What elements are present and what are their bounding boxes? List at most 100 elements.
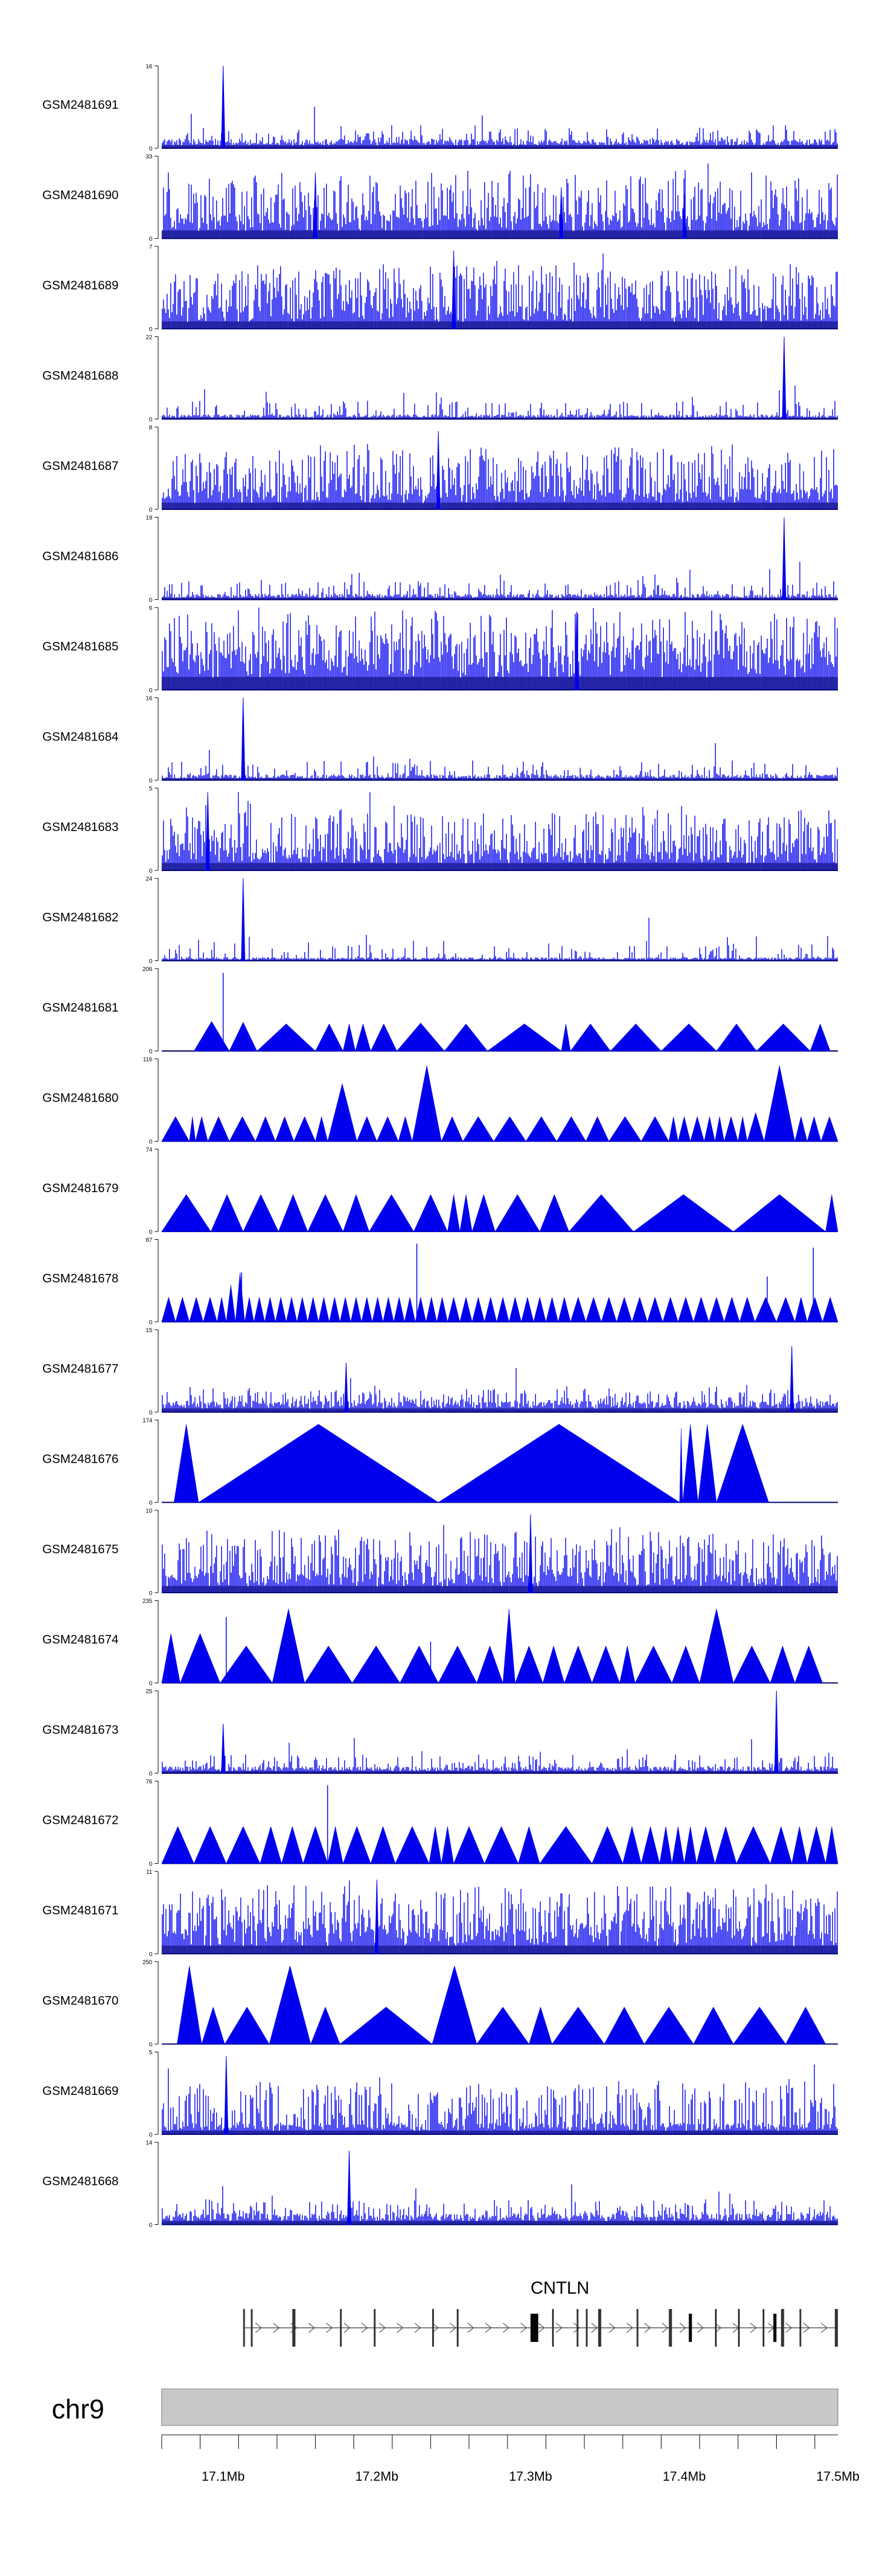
coverage-segment (484, 1826, 519, 1864)
chromosome-ideogram: chr9 (52, 2388, 838, 2426)
coverage-segment (315, 1116, 328, 1142)
signal-peak (241, 878, 246, 961)
coverage-segment (570, 1023, 611, 1052)
coverage-segment (496, 1297, 510, 1322)
coverage-segment (437, 1424, 680, 1503)
signal-base-band (162, 1771, 838, 1773)
coverage-segment (641, 1826, 660, 1864)
y-max-label: 87 (146, 1237, 153, 1244)
coverage-segment (785, 2006, 826, 2044)
y-max-label: 8 (149, 425, 152, 431)
gene-track: CNTLN (243, 2278, 838, 2347)
coverage-segment (426, 1297, 437, 1322)
y-zero-label: 0 (149, 959, 152, 965)
coverage-segment (296, 1297, 308, 1322)
strand-arrow (467, 2323, 475, 2333)
track-GSM2481669: GSM2481669 5 0 (42, 2050, 838, 2138)
strand-arrow (255, 2323, 262, 2333)
coverage-segment (756, 1023, 811, 1052)
y-zero-label: 0 (149, 1139, 152, 1146)
exon (781, 2309, 784, 2347)
exon (432, 2309, 434, 2347)
signal-bars (162, 106, 838, 148)
coverage-segment (226, 1826, 260, 1864)
track-GSM2481689: GSM2481689 7 0 (42, 244, 838, 333)
coverage-segment (495, 1194, 540, 1232)
track-label-GSM2481690: GSM2481690 (42, 188, 119, 202)
track-GSM2481676: GSM2481676 174 0 (42, 1418, 838, 1507)
signal-peak (205, 792, 210, 871)
coverage-segment (224, 2007, 270, 2044)
coverage-segment (472, 1297, 485, 1322)
strand-arrow (361, 2323, 368, 2333)
signal-base-band (162, 321, 838, 329)
y-zero-label: 0 (149, 778, 152, 785)
coverage-segment (810, 1023, 831, 1052)
track-label-GSM2481677: GSM2481677 (42, 1362, 119, 1376)
coverage-segment (211, 1194, 243, 1232)
y-zero-label: 0 (149, 1951, 152, 1958)
track-GSM2481691: GSM2481691 16 0 (42, 64, 838, 152)
y-zero-label: 0 (149, 1410, 152, 1416)
coverage-segment (693, 2006, 734, 2044)
coverage-segment (175, 1296, 190, 1322)
coverage-segment (343, 1023, 356, 1052)
signal-bars (162, 1880, 838, 1954)
coverage-segment (161, 1194, 212, 1232)
coverage-segment (764, 1065, 796, 1142)
coverage-segment (521, 1297, 534, 1322)
signal-peak (221, 65, 226, 149)
coverage-segment (619, 1646, 636, 1683)
chromosome-label: chr9 (52, 2394, 104, 2424)
coverage-segment (343, 1826, 371, 1864)
coverage-segment (754, 1296, 777, 1322)
coverage-segment (733, 1194, 826, 1232)
coverage-segment (601, 1296, 617, 1322)
exon (773, 2314, 777, 2342)
coverage-segment (704, 1116, 716, 1142)
signal-peak (782, 517, 787, 600)
track-label-GSM2481674: GSM2481674 (42, 1633, 119, 1646)
coverage-segment (201, 2006, 225, 2044)
track-label-GSM2481688: GSM2481688 (42, 369, 119, 382)
coverage-segment (304, 1646, 353, 1683)
track-label-GSM2481682: GSM2481682 (42, 910, 119, 924)
coverage-segment (413, 1194, 448, 1232)
signal-peak (221, 1723, 226, 1774)
coverage-segment (807, 1826, 826, 1864)
coverage-segment (476, 2007, 530, 2044)
coverage-segment (395, 1826, 430, 1864)
strand-arrow (326, 2323, 333, 2333)
track-GSM2481682: GSM2481682 24 0 (42, 876, 838, 965)
exon (689, 2314, 692, 2342)
y-zero-label: 0 (149, 688, 152, 694)
coverage-segment (794, 1645, 823, 1683)
coverage-segment (487, 1023, 562, 1052)
strand-arrow (679, 2323, 686, 2333)
coverage-segment (195, 1116, 208, 1142)
track-label-GSM2481679: GSM2481679 (42, 1182, 119, 1195)
signal-bars (162, 562, 838, 600)
exon (340, 2309, 342, 2347)
coverage-segment (770, 1826, 792, 1864)
coverage-segment (459, 1297, 473, 1322)
coverage-segment (825, 1194, 838, 1232)
coverage-segment (350, 1297, 362, 1322)
coverage-segment (585, 1116, 609, 1142)
coverage-segment (269, 1965, 311, 2044)
signal-bars (162, 443, 838, 509)
coverage-segment (412, 1065, 442, 1142)
signal-peak (313, 172, 318, 239)
coverage-segment (634, 1645, 673, 1683)
coverage-segment (226, 1284, 236, 1322)
gene-name: CNTLN (530, 2278, 589, 2298)
track-GSM2481673: GSM2481673 25 0 (42, 1689, 838, 1777)
coverage-segment (633, 1194, 734, 1232)
coverage-segment (484, 1297, 497, 1322)
coverage-segment (161, 1826, 195, 1864)
x-tick-label: 17.1Mb (202, 2469, 245, 2484)
track-label-GSM2481678: GSM2481678 (42, 1272, 119, 1285)
coverage-segment (327, 1826, 343, 1864)
signal-bars (162, 1368, 838, 1412)
coverage-segment (396, 1023, 445, 1052)
